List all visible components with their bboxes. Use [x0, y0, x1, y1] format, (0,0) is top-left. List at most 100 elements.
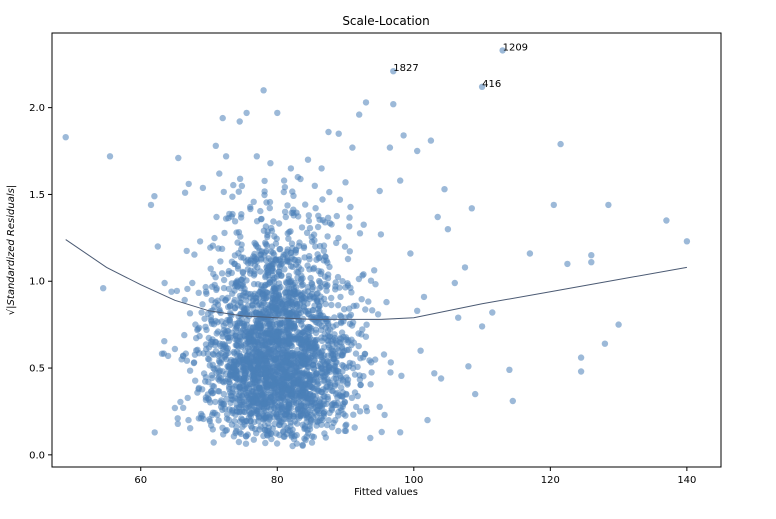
- data-point: [212, 274, 219, 281]
- data-point: [282, 357, 289, 365]
- data-point: [207, 265, 214, 272]
- data-point: [276, 261, 283, 268]
- data-point: [377, 231, 385, 238]
- plot-frame: [51, 32, 722, 468]
- data-point: [281, 184, 289, 191]
- data-point: [346, 223, 353, 230]
- x-tick-label: 60: [134, 475, 147, 486]
- data-point: [323, 287, 330, 294]
- data-point: [298, 344, 306, 351]
- data-point: [217, 342, 224, 350]
- data-point: [343, 421, 350, 428]
- data-point: [202, 394, 210, 401]
- data-point: [280, 433, 287, 440]
- data-point: [203, 326, 210, 334]
- data-point: [271, 285, 278, 292]
- data-point: [236, 118, 243, 125]
- data-point: [225, 285, 233, 293]
- data-point: [376, 403, 383, 410]
- data-point: [290, 379, 297, 387]
- data-point: [271, 233, 278, 240]
- data-point: [233, 348, 241, 355]
- data-point: [161, 279, 168, 287]
- data-point: [314, 298, 321, 306]
- data-point: [305, 329, 312, 336]
- data-point: [303, 229, 311, 236]
- data-point: [237, 298, 244, 306]
- x-tick-label: 140: [677, 475, 696, 486]
- data-point: [293, 373, 300, 381]
- data-point: [306, 256, 313, 263]
- data-point: [171, 345, 179, 353]
- data-point: [318, 421, 325, 428]
- data-point: [362, 306, 369, 313]
- data-point: [340, 410, 347, 418]
- data-point: [297, 412, 304, 420]
- data-point: [234, 239, 241, 246]
- data-point: [222, 320, 229, 327]
- data-point: [233, 323, 240, 330]
- data-point: [244, 344, 252, 352]
- data-point: [306, 356, 313, 363]
- data-point: [356, 408, 364, 415]
- data-point: [320, 410, 328, 417]
- data-point: [209, 426, 216, 433]
- data-point: [369, 307, 376, 314]
- data-point: [272, 326, 279, 333]
- data-point: [273, 297, 281, 304]
- data-point: [326, 188, 333, 196]
- data-point: [350, 339, 358, 346]
- data-point: [263, 289, 271, 296]
- data-point: [332, 283, 339, 290]
- data-point: [161, 338, 168, 345]
- data-point: [341, 306, 348, 313]
- data-point: [319, 196, 326, 203]
- data-point: [173, 287, 181, 295]
- data-point: [251, 337, 258, 344]
- data-point: [356, 111, 363, 118]
- data-point: [272, 333, 279, 340]
- data-point: [472, 390, 479, 398]
- data-point: [390, 68, 397, 75]
- data-point: [209, 307, 216, 314]
- data-point: [307, 402, 315, 410]
- data-point: [210, 439, 217, 446]
- data-point: [291, 396, 298, 404]
- data-point: [355, 342, 362, 350]
- data-point: [275, 290, 282, 297]
- data-point: [306, 224, 314, 232]
- data-point: [261, 330, 268, 338]
- data-point: [251, 403, 258, 410]
- data-point: [312, 205, 319, 212]
- data-point: [265, 317, 273, 325]
- data-point: [239, 416, 246, 423]
- x-axis: 60 80 100 120 140: [134, 467, 696, 486]
- data-point: [277, 345, 285, 352]
- data-point: [193, 347, 200, 354]
- data-point: [330, 366, 337, 373]
- data-point: [287, 349, 294, 357]
- data-point: [499, 47, 506, 54]
- data-point: [248, 328, 256, 335]
- data-point: [211, 234, 218, 242]
- data-point: [383, 298, 390, 306]
- data-point: [321, 352, 328, 359]
- data-point: [154, 243, 161, 250]
- data-point: [183, 357, 191, 364]
- data-point: [257, 355, 264, 363]
- data-point: [333, 321, 340, 329]
- data-point: [251, 418, 258, 425]
- data-point: [376, 187, 383, 195]
- data-point: [216, 359, 223, 366]
- data-point: [317, 401, 324, 409]
- data-point: [318, 388, 326, 396]
- data-point: [246, 411, 254, 418]
- data-point: [288, 209, 295, 217]
- data-point: [414, 147, 421, 155]
- data-point: [298, 295, 305, 302]
- data-point: [305, 383, 313, 390]
- data-point: [334, 273, 342, 281]
- data-point: [367, 381, 374, 388]
